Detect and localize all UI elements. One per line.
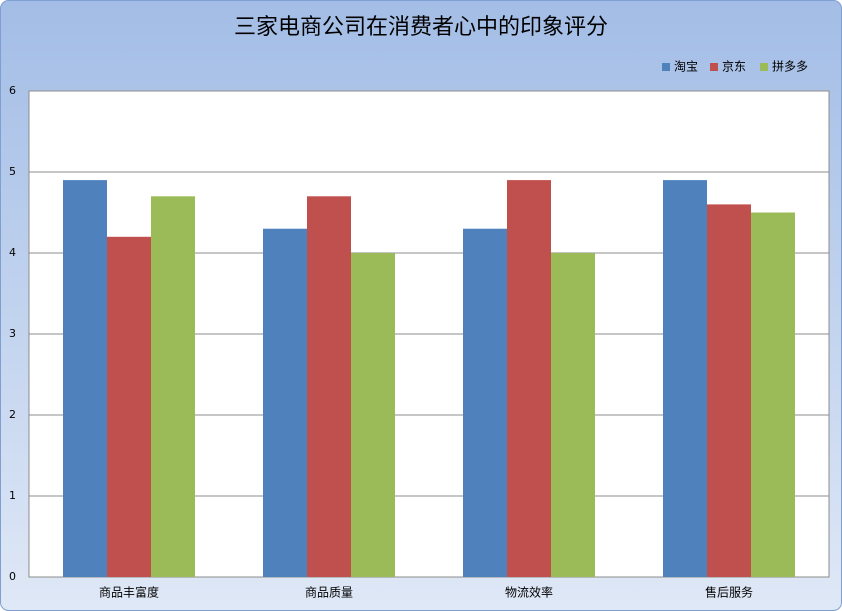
chart-title: 三家电商公司在消费者心中的印象评分 [234, 15, 608, 40]
bar [63, 180, 107, 577]
y-tick-label: 0 [9, 570, 16, 583]
legend-swatch [710, 63, 718, 71]
bar [351, 253, 395, 577]
legend-label: 拼多多 [772, 60, 808, 74]
x-tick-label: 商品质量 [305, 585, 353, 600]
y-tick-label: 3 [9, 327, 16, 340]
legend-label: 京东 [722, 60, 746, 74]
y-tick-label: 2 [9, 408, 16, 421]
y-tick-label: 6 [9, 84, 16, 97]
bar [151, 196, 195, 578]
x-tick-label: 商品丰富度 [99, 585, 159, 600]
legend-swatch [760, 63, 768, 71]
bar [507, 180, 551, 577]
legend-swatch [662, 63, 670, 71]
bar [751, 212, 795, 577]
legend-label: 淘宝 [674, 60, 698, 74]
bar [107, 236, 151, 578]
bar [463, 228, 507, 577]
x-tick-label: 物流效率 [505, 585, 553, 600]
bar [707, 204, 751, 577]
bar [663, 180, 707, 577]
x-tick-label: 售后服务 [705, 585, 753, 600]
y-tick-label: 5 [9, 165, 16, 178]
y-tick-label: 1 [9, 489, 16, 502]
bar [263, 228, 307, 577]
bar [551, 253, 595, 577]
bar [307, 196, 351, 578]
y-tick-label: 4 [9, 246, 16, 259]
